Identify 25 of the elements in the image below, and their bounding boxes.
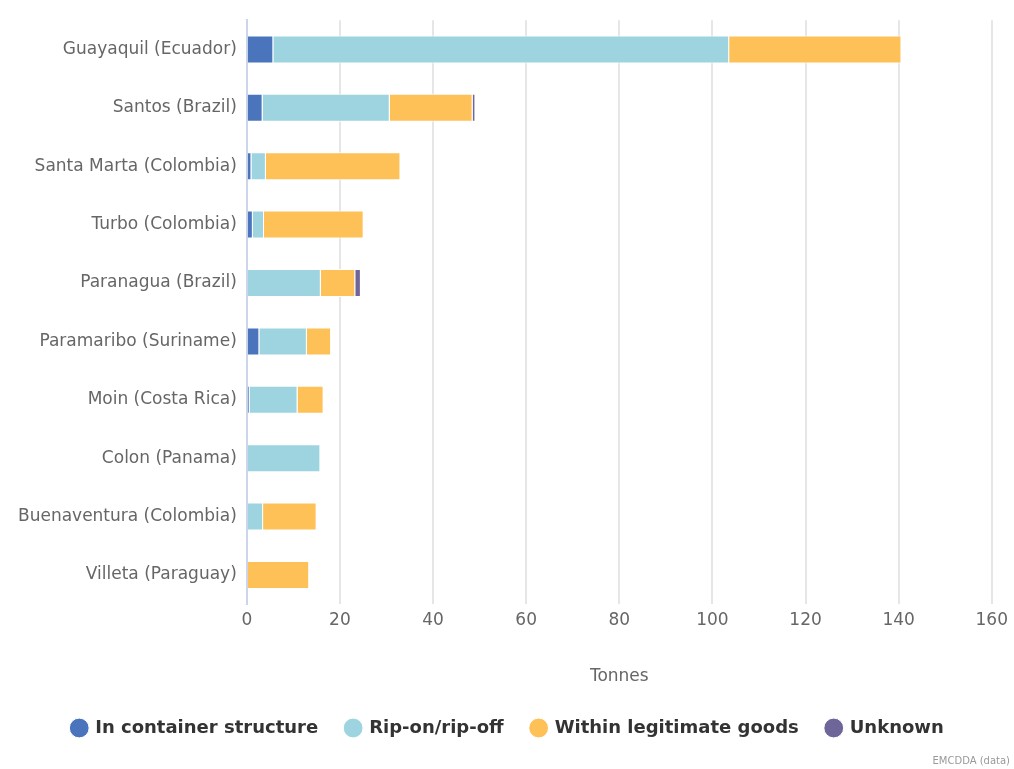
legend-label: Rip-on/rip-off <box>369 715 505 737</box>
y-tick-label: Villeta (Paraguay) <box>85 563 237 584</box>
y-tick-label: Guayaquil (Ecuador) <box>62 37 237 58</box>
x-axis-title: Tonnes <box>588 665 649 686</box>
y-tick-label: Santos (Brazil) <box>112 96 237 117</box>
x-tick-label: 80 <box>608 608 631 629</box>
y-tick-label: Buenaventura (Colombia) <box>17 505 237 526</box>
legend-label: Within legitimate goods <box>554 715 799 737</box>
y-tick-label: Moin (Costa Rica) <box>87 388 237 409</box>
y-tick-label: Santa Marta (Colombia) <box>34 154 237 175</box>
x-tick-label: 140 <box>882 608 915 629</box>
y-tick-label: Paramaribo (Suriname) <box>39 329 237 350</box>
y-tick-label: Paranagua (Brazil) <box>80 271 237 292</box>
x-tick-label: 160 <box>975 608 1008 629</box>
x-tick-label: 60 <box>515 608 537 629</box>
x-tick-label: 100 <box>696 608 729 629</box>
y-tick-label: Colon (Panama) <box>101 446 237 467</box>
y-tick-label: Turbo (Colombia) <box>90 213 237 234</box>
x-tick-label: 0 <box>241 608 253 629</box>
x-tick-label: 20 <box>329 608 351 629</box>
x-tick-label: 40 <box>422 608 444 629</box>
x-tick-label: 120 <box>789 608 822 629</box>
text: EMCDDA (data) <box>932 755 1010 766</box>
legend-label: Unknown <box>849 715 944 737</box>
legend-label: In container structure <box>95 715 319 737</box>
